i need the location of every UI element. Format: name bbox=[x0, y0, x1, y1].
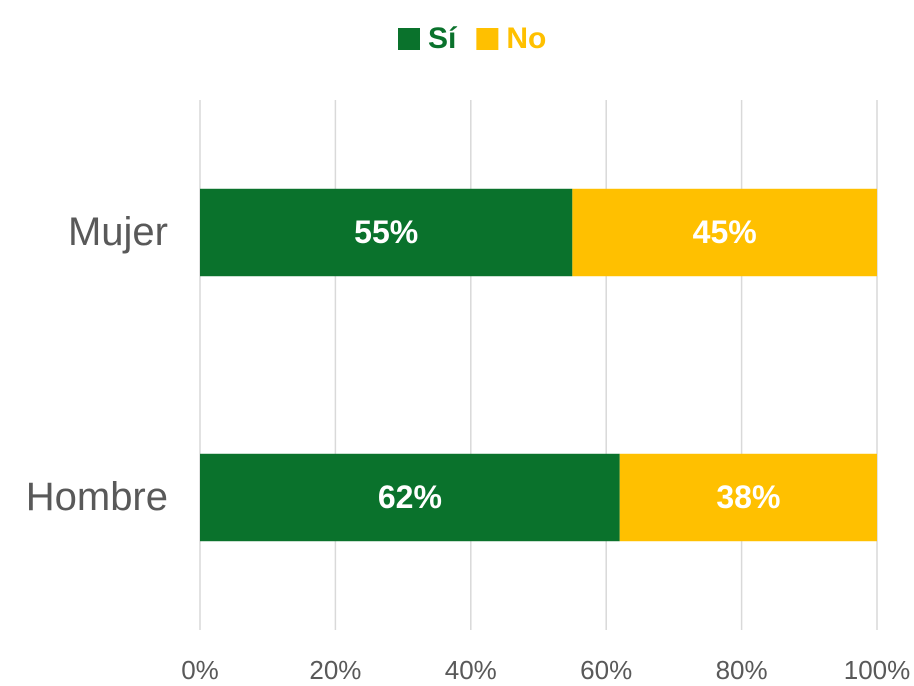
data-label: 55% bbox=[354, 214, 418, 250]
x-tick-label: 80% bbox=[716, 655, 768, 685]
x-tick-label: 0% bbox=[181, 655, 219, 685]
category-label: Hombre bbox=[26, 475, 168, 519]
legend-swatch bbox=[398, 28, 420, 50]
data-label: 62% bbox=[378, 479, 442, 515]
bar-segment bbox=[619, 453, 877, 542]
bar-segment bbox=[200, 188, 573, 277]
x-tick-label: 100% bbox=[844, 655, 911, 685]
legend-label: Sí bbox=[428, 22, 458, 55]
x-tick-label: 60% bbox=[580, 655, 632, 685]
data-label: 45% bbox=[693, 214, 757, 250]
legend-swatch bbox=[476, 28, 499, 50]
bar-segment bbox=[572, 188, 877, 277]
x-tick-label: 20% bbox=[309, 655, 361, 685]
data-label: 38% bbox=[716, 479, 780, 515]
legend-label: No bbox=[506, 22, 546, 55]
category-label: Mujer bbox=[68, 210, 168, 254]
bar-segment bbox=[200, 453, 620, 542]
x-tick-label: 40% bbox=[445, 655, 497, 685]
